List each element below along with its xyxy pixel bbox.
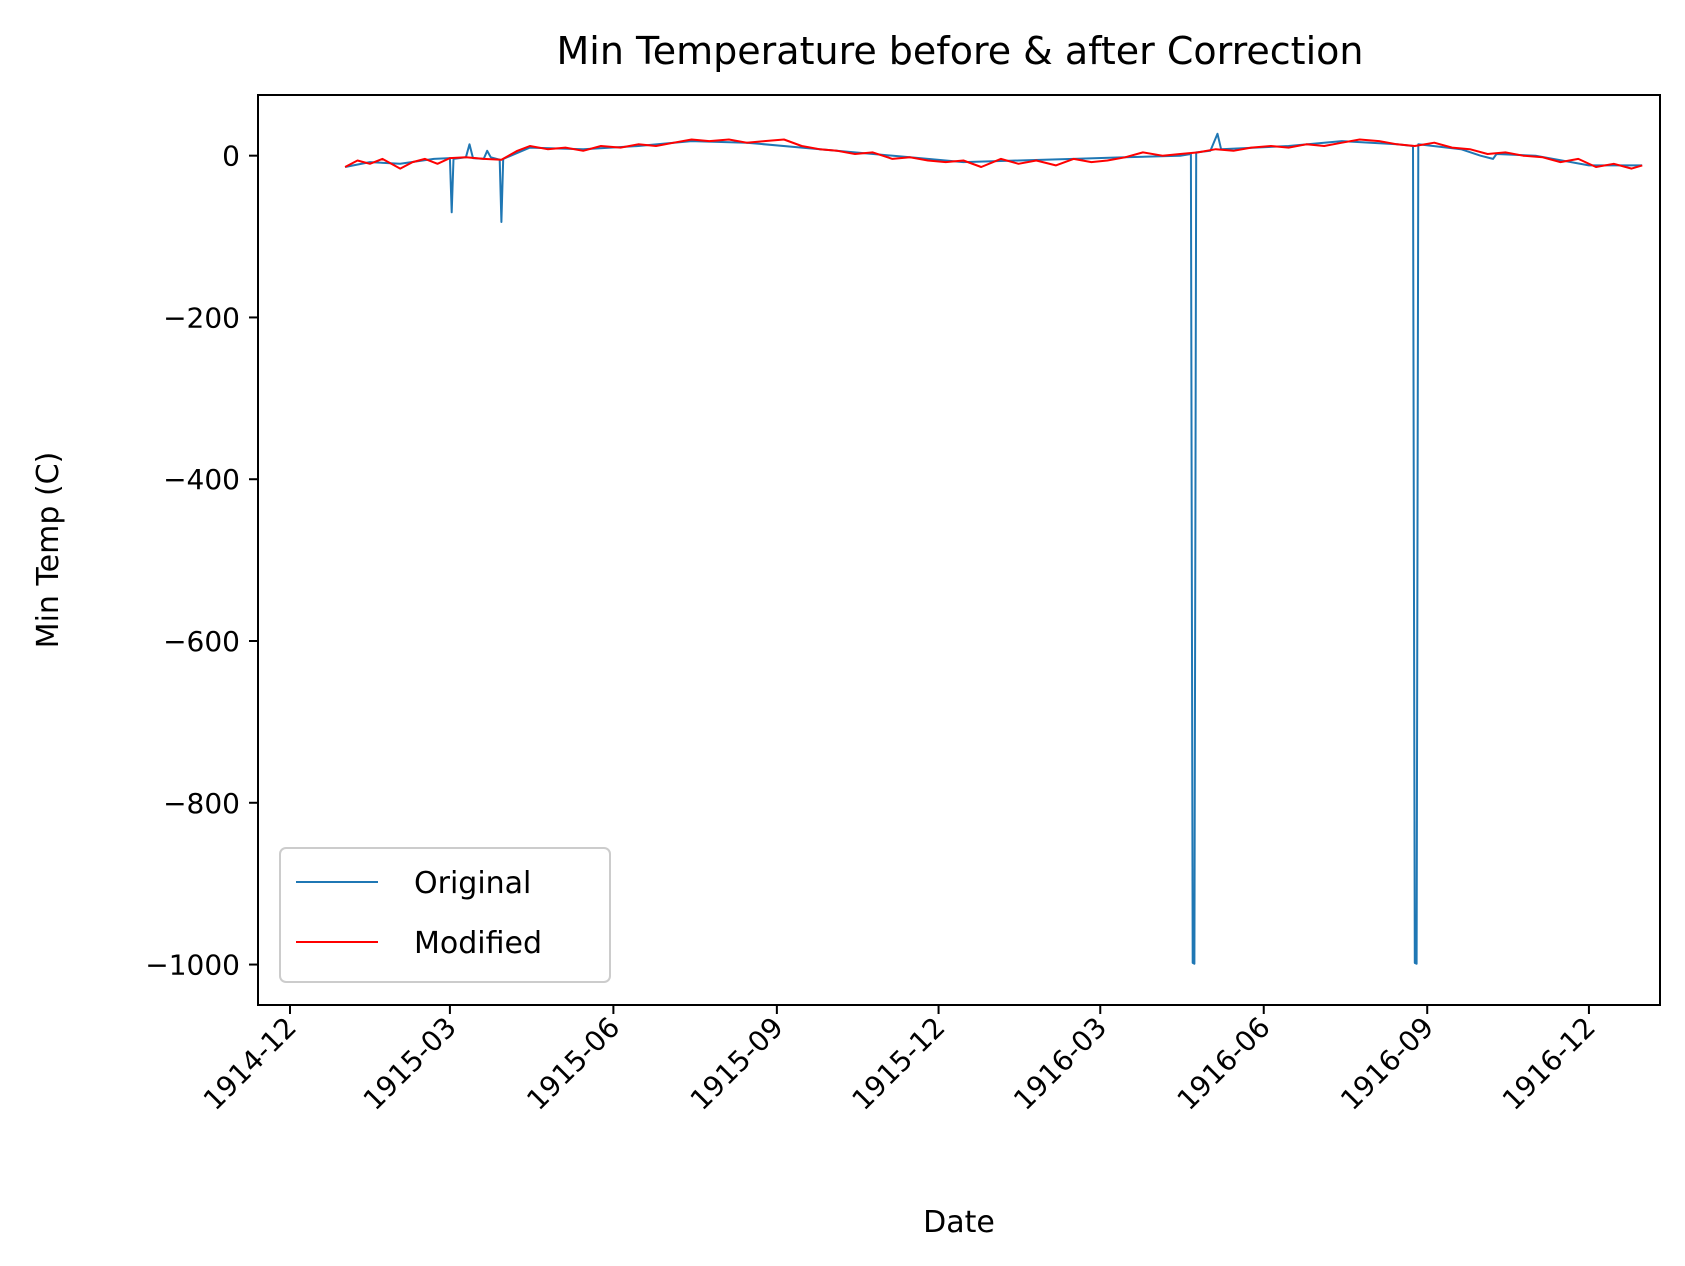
plot-frame: [257, 94, 1661, 1006]
chart-title: Min Temperature before & after Correctio…: [557, 29, 1364, 73]
y-tick-label: 0: [222, 140, 240, 173]
legend-label-original: Original: [414, 866, 531, 901]
legend-label-modified: Modified: [414, 926, 542, 961]
y-tick-label: −200: [163, 301, 240, 334]
series-line-original: [344, 132, 1643, 965]
series-line-modified: [344, 138, 1643, 170]
y-axis: 0 −200 −400 −600 −800 −1000: [145, 140, 258, 982]
legend: Original Modified: [279, 847, 611, 983]
y-tick-label: −400: [163, 463, 240, 496]
y-tick-label: −600: [163, 625, 240, 658]
y-tick-label: −1000: [145, 949, 240, 982]
series-layer: [344, 132, 1643, 965]
x-axis-label: Date: [923, 1205, 995, 1240]
y-tick-label: −800: [163, 787, 240, 820]
y-axis-label: Min Temp (C): [31, 452, 66, 649]
